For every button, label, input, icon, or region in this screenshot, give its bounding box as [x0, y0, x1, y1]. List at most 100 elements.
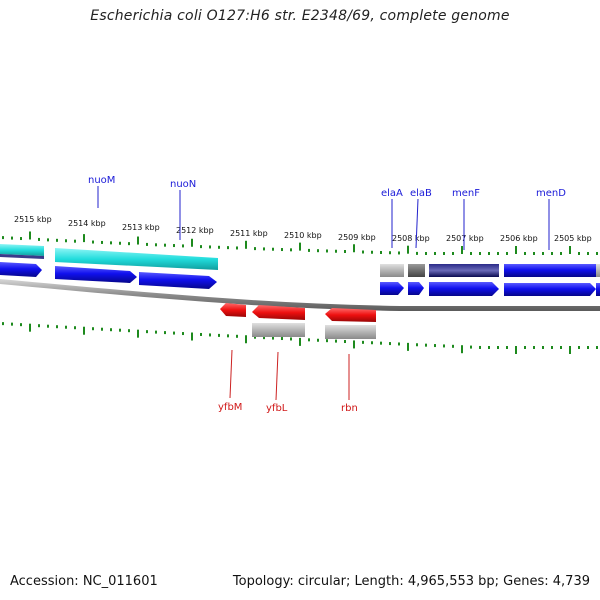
- svg-text:elaA: elaA: [381, 188, 403, 199]
- minor-tick: [479, 252, 481, 255]
- minor-tick: [488, 346, 490, 349]
- minor-tick: [128, 242, 130, 246]
- scale-label: 2508 kbp: [392, 234, 430, 243]
- gene-label-elaB[interactable]: elaB: [410, 188, 432, 249]
- major-tick: [515, 346, 517, 354]
- minor-tick: [560, 346, 562, 349]
- gene-block-forward[interactable]: [596, 283, 600, 296]
- minor-tick: [200, 332, 202, 336]
- gene-block-grey[interactable]: [380, 264, 404, 277]
- minor-tick: [416, 343, 418, 347]
- minor-tick: [263, 247, 265, 251]
- minor-tick: [389, 251, 391, 255]
- gene-label-menD[interactable]: menD: [536, 188, 566, 250]
- gene-block-dark[interactable]: [408, 264, 425, 277]
- minor-tick: [254, 247, 256, 251]
- scale-label: 2509 kbp: [338, 233, 376, 242]
- scale-label: 2507 kbp: [446, 234, 484, 243]
- major-tick: [191, 238, 193, 247]
- scale-label: 2515 kbp: [14, 215, 52, 224]
- accession-text: Accession: NC_011601: [10, 574, 158, 589]
- gene-arrow-reverse[interactable]: [252, 305, 305, 320]
- scale-label: 2505 kbp: [554, 234, 592, 243]
- major-tick: [299, 337, 301, 346]
- svg-text:nuoN: nuoN: [170, 179, 196, 190]
- minor-tick: [209, 245, 211, 249]
- gene-label-elaA[interactable]: elaA: [381, 188, 403, 248]
- minor-tick: [2, 322, 4, 326]
- minor-tick: [110, 328, 112, 332]
- minor-tick: [164, 331, 166, 335]
- minor-tick: [497, 252, 499, 255]
- minor-tick: [101, 327, 103, 331]
- minor-tick: [227, 246, 229, 250]
- minor-tick: [479, 345, 481, 349]
- minor-tick: [425, 252, 427, 255]
- gene-label-nuoM[interactable]: nuoM: [88, 175, 115, 208]
- minor-tick: [380, 250, 382, 254]
- minor-tick: [344, 249, 346, 253]
- minor-tick: [20, 323, 22, 327]
- minor-tick: [533, 346, 535, 349]
- genome-backbone: [0, 279, 600, 311]
- minor-tick: [326, 249, 328, 253]
- minor-tick: [443, 252, 445, 255]
- minor-tick: [281, 248, 283, 252]
- scale-label: 2506 kbp: [500, 234, 538, 243]
- minor-tick: [47, 324, 49, 328]
- minor-tick: [389, 342, 391, 346]
- gene-label-menF[interactable]: menF: [452, 188, 480, 250]
- svg-text:nuoM: nuoM: [88, 175, 115, 186]
- minor-tick: [110, 241, 112, 245]
- gene-arrow-forward[interactable]: [504, 283, 596, 296]
- genome-summary-text: Topology: circular; Length: 4,965,553 bp…: [232, 574, 590, 589]
- map-title: Escherichia coli O127:H6 str. E2348/69, …: [90, 8, 510, 24]
- minor-tick: [56, 238, 58, 242]
- minor-tick: [236, 334, 238, 338]
- gene-block-navy[interactable]: [429, 264, 499, 277]
- minor-tick: [74, 239, 76, 243]
- minor-tick: [587, 252, 589, 255]
- gene-label-rbn[interactable]: rbn: [341, 354, 358, 414]
- gene-arrow-reverse[interactable]: [325, 308, 376, 322]
- gene-block-grey[interactable]: [325, 325, 376, 339]
- gene-arrow-forward[interactable]: [429, 282, 499, 296]
- gene-arrow-reverse[interactable]: [220, 303, 246, 317]
- minor-tick: [2, 236, 4, 240]
- minor-tick: [38, 324, 40, 328]
- minor-tick: [38, 237, 40, 241]
- minor-tick: [551, 346, 553, 349]
- gene-block-grey[interactable]: [596, 264, 600, 277]
- minor-tick: [227, 334, 229, 338]
- major-tick: [137, 329, 139, 338]
- gene-arrow-forward[interactable]: [139, 272, 217, 289]
- minor-tick: [488, 252, 490, 255]
- minor-tick: [119, 328, 121, 332]
- minor-tick: [101, 240, 103, 244]
- gene-label-yfbL[interactable]: yfbL: [266, 351, 288, 414]
- gene-arrow-forward[interactable]: [0, 262, 42, 277]
- minor-tick: [200, 245, 202, 249]
- gene-label-yfbM[interactable]: yfbM: [218, 349, 242, 413]
- svg-text:rbn: rbn: [341, 403, 358, 414]
- minor-tick: [434, 344, 436, 348]
- gene-arrow-forward[interactable]: [408, 282, 424, 295]
- minor-tick: [128, 329, 130, 333]
- scale-label: 2514 kbp: [68, 219, 106, 228]
- major-tick: [515, 246, 517, 254]
- gene-block-forward[interactable]: [504, 264, 596, 277]
- minor-tick: [596, 346, 598, 349]
- minor-tick: [236, 246, 238, 250]
- major-tick: [245, 240, 247, 249]
- minor-tick: [362, 250, 364, 254]
- minor-tick: [218, 333, 220, 337]
- svg-text:yfbM: yfbM: [218, 402, 242, 413]
- gene-arrow-forward[interactable]: [380, 282, 404, 295]
- minor-tick: [524, 252, 526, 255]
- gene-arrow-forward[interactable]: [55, 266, 137, 283]
- minor-tick: [308, 338, 310, 342]
- minor-tick: [470, 345, 472, 349]
- gene-label-nuoN[interactable]: nuoN: [170, 179, 196, 240]
- gene-block-grey[interactable]: [252, 323, 305, 337]
- major-tick: [569, 246, 571, 254]
